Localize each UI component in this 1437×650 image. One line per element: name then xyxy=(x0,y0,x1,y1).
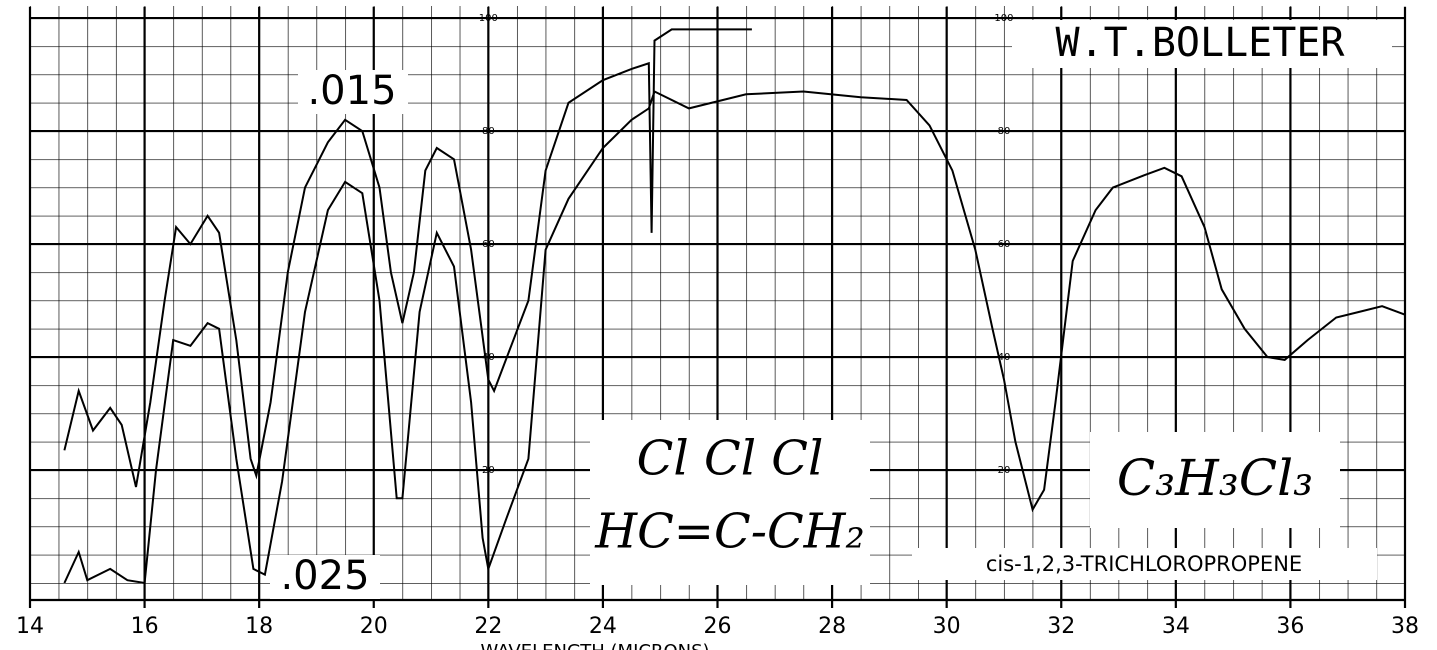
upper-label: .015 xyxy=(307,68,396,114)
y-tick-label: 20 xyxy=(482,465,495,476)
y-tick-label: 100 xyxy=(479,13,498,24)
compound-name: cis-1,2,3-TRICHLOROPROPENE xyxy=(986,552,1302,576)
x-tick-label: 14 xyxy=(16,614,44,639)
lower-label: .025 xyxy=(280,553,369,599)
spectrum-line xyxy=(63,90,1406,585)
x-tick-label: 34 xyxy=(1162,614,1190,639)
x-tick-label: 16 xyxy=(131,614,159,639)
author: W.T.BOLLETER xyxy=(1056,20,1346,66)
x-tick-label: 22 xyxy=(474,614,502,639)
structure-bottom: HC=C-CH₂ xyxy=(594,504,865,560)
y-tick-label: 60 xyxy=(998,239,1011,250)
name-box xyxy=(912,548,1377,580)
x-tick-label: 32 xyxy=(1047,614,1075,639)
x-tick-label: 18 xyxy=(245,614,273,639)
y-tick-label: 80 xyxy=(482,126,495,137)
x-tick-label: 30 xyxy=(933,614,961,639)
x-axis-label: WAVELENGTH (MICRONS) xyxy=(480,641,709,650)
structure-top: Cl Cl Cl xyxy=(637,431,824,487)
y-tick-label: 100 xyxy=(994,13,1013,24)
formula-box xyxy=(1090,432,1340,528)
x-tick-label: 28 xyxy=(818,614,846,639)
x-tick-label: 26 xyxy=(704,614,732,639)
y-tick-label: 60 xyxy=(482,239,495,250)
y-tick-label: 40 xyxy=(998,352,1011,363)
y-tick-label: 80 xyxy=(998,126,1011,137)
label-box xyxy=(270,555,380,599)
x-tick-label: 20 xyxy=(360,614,388,639)
x-tick-label: 38 xyxy=(1391,614,1419,639)
x-tick-label: 24 xyxy=(589,614,617,639)
label-box xyxy=(298,70,408,114)
spectrum-line xyxy=(63,28,752,488)
y-tick-label: 40 xyxy=(482,352,495,363)
label-box xyxy=(1012,20,1392,68)
formula: C₃H₃Cl₃ xyxy=(1117,449,1313,507)
x-tick-label: 36 xyxy=(1276,614,1304,639)
y-tick-label: 20 xyxy=(998,465,1011,476)
structure-box xyxy=(590,420,870,585)
